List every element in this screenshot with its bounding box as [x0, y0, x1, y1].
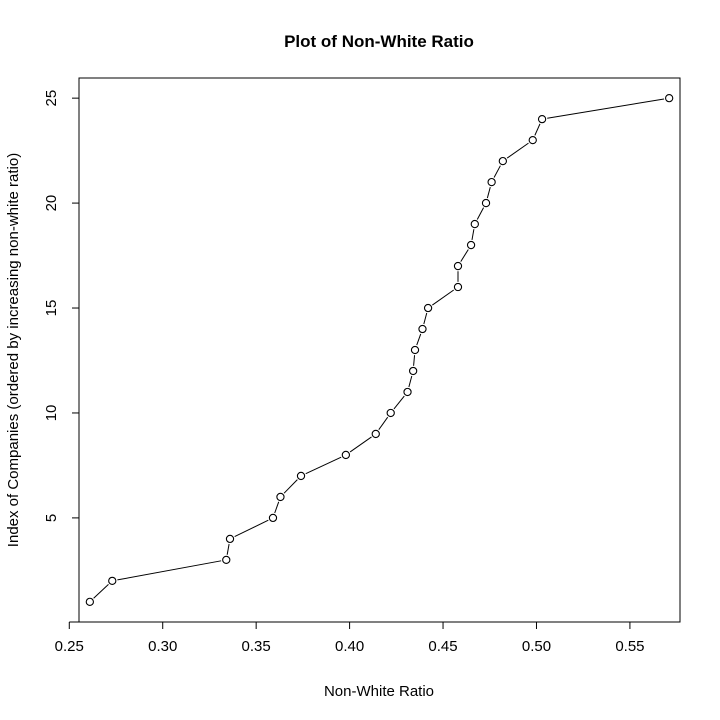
line-segment — [117, 560, 222, 581]
line-segment — [234, 519, 269, 538]
line-segment — [534, 123, 541, 136]
data-point — [85, 597, 94, 607]
line-segment — [476, 207, 485, 220]
x-tick-label: 0.25 — [55, 638, 84, 655]
series-points — [85, 93, 674, 607]
line-segment — [93, 584, 109, 599]
data-point — [537, 114, 547, 124]
line-segment — [393, 395, 405, 410]
data-point — [453, 261, 463, 271]
y-tick-label: 10 — [43, 405, 60, 422]
line-segment — [408, 375, 413, 388]
y-tick-label: 5 — [43, 514, 60, 522]
line-segment — [305, 456, 342, 475]
x-tick-label: 0.40 — [335, 638, 364, 655]
data-point — [276, 492, 285, 502]
x-tick-label: 0.50 — [522, 638, 551, 655]
data-point — [466, 240, 476, 250]
data-point — [371, 429, 380, 439]
data-point — [108, 576, 117, 586]
data-point — [410, 345, 420, 355]
line-segment — [547, 98, 665, 119]
x-tick-label: 0.35 — [242, 638, 271, 655]
data-point — [528, 135, 537, 145]
line-segment — [226, 543, 230, 555]
data-point — [408, 366, 418, 376]
x-tick-label: 0.30 — [148, 638, 177, 655]
line-segment — [416, 333, 422, 346]
data-point — [296, 471, 306, 481]
line-segment — [283, 479, 298, 494]
data-point — [341, 450, 351, 460]
data-point — [665, 93, 674, 103]
data-point — [498, 156, 507, 166]
data-point — [470, 219, 479, 229]
line-segment — [460, 249, 469, 262]
line-segment — [349, 436, 372, 453]
data-point — [423, 303, 433, 313]
line-segment — [423, 312, 428, 325]
line-segment — [378, 416, 389, 431]
y-tick-label: 15 — [43, 300, 60, 317]
x-tick-label: 0.55 — [615, 638, 644, 655]
data-point — [418, 324, 427, 334]
series-line — [93, 98, 665, 599]
data-point — [386, 408, 395, 418]
x-tick-label: 0.45 — [428, 638, 457, 655]
x-axis: 0.25 0.30 0.35 0.40 0.45 0.50 0.55 — [55, 621, 645, 655]
line-segment — [506, 142, 529, 159]
data-point — [403, 387, 412, 397]
y-tick-label: 20 — [43, 195, 60, 212]
plot-frame — [78, 77, 681, 623]
line-segment — [413, 355, 416, 366]
data-point — [222, 555, 231, 565]
y-tick-label: 25 — [43, 90, 60, 107]
data-point — [225, 534, 235, 544]
line-segment — [486, 186, 491, 199]
data-point — [487, 177, 496, 187]
line-segment — [432, 289, 455, 306]
line-segment — [493, 165, 501, 178]
chart-title: Plot of Non-White Ratio — [284, 32, 474, 51]
x-axis-label: Non-White Ratio — [324, 683, 434, 700]
y-axis: 5 10 15 20 25 — [43, 90, 80, 522]
data-point — [268, 513, 278, 523]
line-segment — [274, 501, 280, 514]
data-point — [453, 282, 463, 292]
line-segment — [471, 229, 475, 241]
data-point — [481, 198, 491, 208]
y-axis-label: Index of Companies (ordered by increasin… — [5, 153, 22, 547]
